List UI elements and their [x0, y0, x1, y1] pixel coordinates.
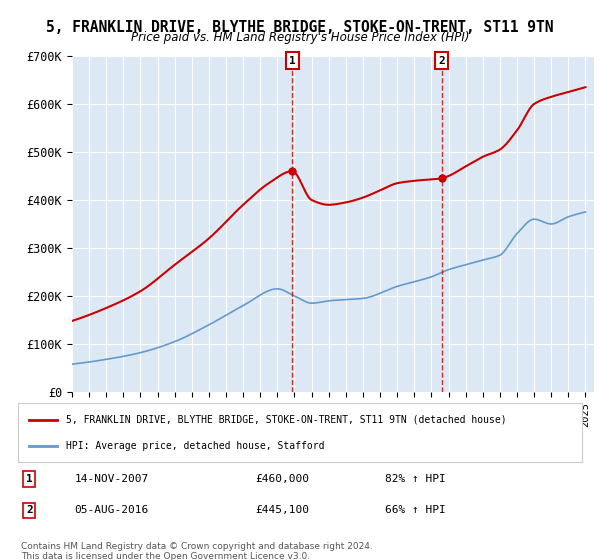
Text: £445,100: £445,100 — [255, 505, 309, 515]
Text: Contains HM Land Registry data © Crown copyright and database right 2024.
This d: Contains HM Land Registry data © Crown c… — [21, 542, 373, 560]
Text: 82% ↑ HPI: 82% ↑ HPI — [385, 474, 445, 484]
Text: 5, FRANKLIN DRIVE, BLYTHE BRIDGE, STOKE-ON-TRENT, ST11 9TN (detached house): 5, FRANKLIN DRIVE, BLYTHE BRIDGE, STOKE-… — [66, 414, 506, 424]
Text: 1: 1 — [289, 56, 296, 66]
Text: 2: 2 — [438, 56, 445, 66]
Text: £460,000: £460,000 — [255, 474, 309, 484]
Text: 66% ↑ HPI: 66% ↑ HPI — [385, 505, 445, 515]
Text: 5, FRANKLIN DRIVE, BLYTHE BRIDGE, STOKE-ON-TRENT, ST11 9TN: 5, FRANKLIN DRIVE, BLYTHE BRIDGE, STOKE-… — [46, 20, 554, 35]
Text: 05-AUG-2016: 05-AUG-2016 — [74, 505, 149, 515]
Text: HPI: Average price, detached house, Stafford: HPI: Average price, detached house, Staf… — [66, 441, 325, 451]
Text: 14-NOV-2007: 14-NOV-2007 — [74, 474, 149, 484]
Text: Price paid vs. HM Land Registry's House Price Index (HPI): Price paid vs. HM Land Registry's House … — [131, 31, 469, 44]
Text: 2: 2 — [26, 505, 32, 515]
Text: 1: 1 — [26, 474, 32, 484]
